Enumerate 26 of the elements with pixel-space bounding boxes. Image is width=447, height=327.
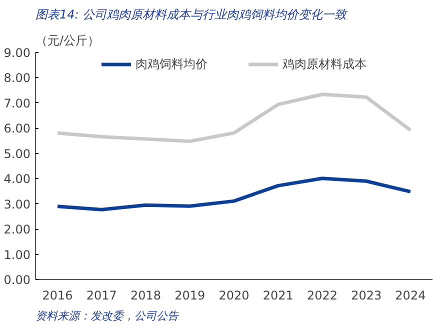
y-axis-title: （元/公斤）: [36, 34, 100, 48]
x-tick-label: 2018: [130, 288, 162, 302]
y-tick-label: 1.00: [4, 248, 30, 262]
x-tick-label: 2020: [218, 288, 250, 302]
y-tick-label: 9.00: [4, 46, 30, 60]
y-tick-label: 3.00: [4, 197, 30, 212]
chart-title: 图表14: 公司鸡肉原材料成本与行业肉鸡饲料均价变化一致: [36, 8, 349, 22]
x-tick-label: 2017: [86, 288, 117, 302]
line-series: [56, 92, 412, 144]
y-tick-label: 2.00: [4, 222, 30, 237]
x-tick-label: 2024: [395, 288, 426, 302]
x-tick-label: 2016: [42, 288, 73, 302]
text: 资料来源：发改委，公司公告: [36, 310, 180, 322]
y-tick-label: 8.00: [4, 71, 30, 86]
x-tick-label: 2019: [174, 288, 206, 302]
legend-label: 鸡肉原材料成本: [282, 56, 366, 72]
y-tick-label: 5.00: [4, 146, 30, 161]
y-tick-label: 4.00: [4, 172, 30, 186]
line-series: [56, 176, 412, 212]
y-tick-label: 6.00: [4, 122, 30, 136]
y-tick-label: 7.00: [4, 96, 30, 110]
x-tick-label: 2021: [262, 288, 294, 302]
legend-label: 肉鸡饲料均价: [136, 56, 208, 72]
y-tick-label: 0.00: [4, 273, 30, 287]
x-tick-label: 2023: [351, 288, 382, 302]
x-tick-label: 2022: [306, 288, 338, 302]
